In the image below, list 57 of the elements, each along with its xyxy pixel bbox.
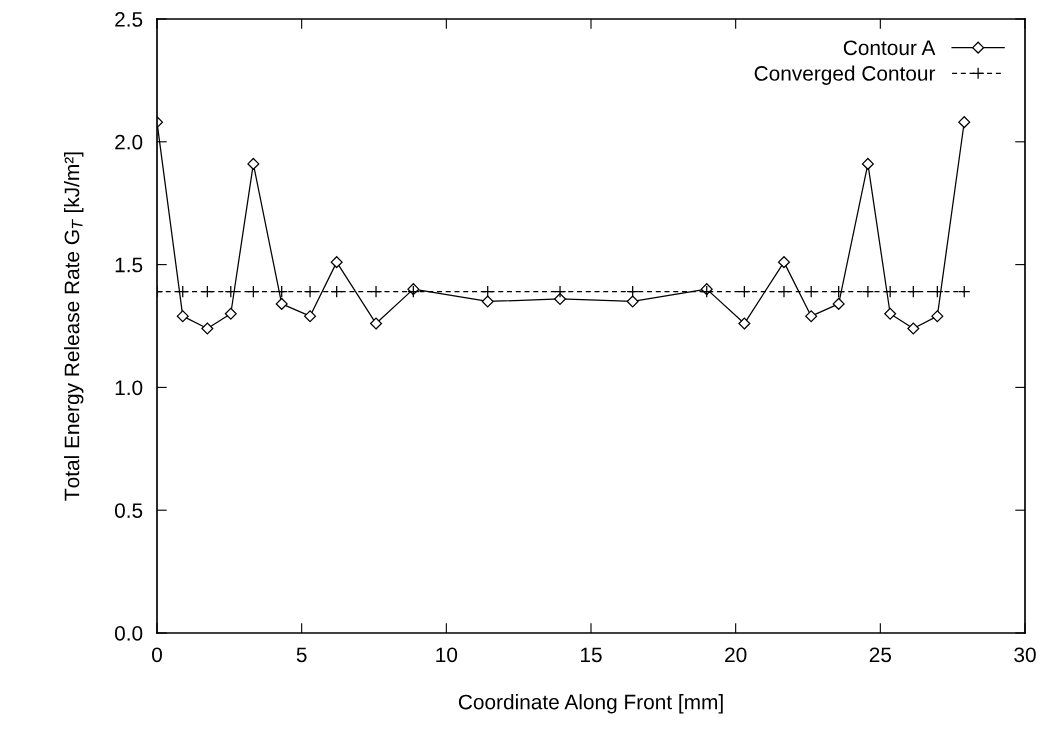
x-axis-title: Coordinate Along Front [mm] [458, 694, 723, 714]
y-tick-label: 1.0 [115, 380, 143, 396]
point [931, 285, 944, 298]
point [224, 307, 237, 320]
point [777, 285, 791, 298]
point [201, 285, 214, 298]
point [481, 295, 494, 308]
point [626, 295, 639, 308]
point [958, 116, 971, 129]
point [738, 317, 751, 330]
point [247, 157, 260, 170]
point [883, 285, 897, 298]
point [369, 285, 383, 298]
point [832, 297, 845, 310]
point [958, 285, 971, 298]
point [176, 285, 189, 298]
point [303, 285, 317, 298]
point [907, 285, 920, 298]
x-tick-label: 15 [581, 647, 602, 663]
legend-label: Contour A [843, 40, 936, 56]
y-axis-title: Total Energy Release Rate G$_{T}$ [kJ/m²] [64, 152, 84, 501]
y-tick-label: 2.5 [115, 12, 143, 27]
point [931, 310, 944, 323]
point [369, 317, 383, 330]
x-tick-label: 5 [296, 647, 307, 663]
x-tick-label: 30 [1014, 647, 1036, 663]
y-tick-label: 2.0 [115, 134, 143, 150]
point [275, 285, 288, 298]
point [330, 256, 343, 269]
point [554, 292, 567, 306]
x-tick-label: 0 [152, 647, 162, 663]
point [738, 285, 751, 298]
x-tick-label: 25 [869, 647, 892, 663]
point [832, 285, 845, 298]
point [626, 285, 639, 298]
point [861, 285, 875, 298]
point [805, 285, 818, 298]
point [247, 285, 260, 298]
x-tick-label: 10 [436, 647, 458, 663]
y-tick-label: 0.5 [114, 503, 143, 518]
point [481, 285, 494, 298]
legend-label: Converged Contour [754, 65, 936, 85]
point [275, 297, 288, 310]
point [805, 310, 818, 323]
x-tick-label: 20 [725, 647, 747, 663]
point [304, 310, 317, 323]
point [176, 310, 189, 323]
y-tick-label: 0.0 [114, 626, 143, 641]
point [907, 322, 920, 335]
y-tick-label: 1.5 [115, 257, 143, 273]
point [884, 307, 897, 320]
point [553, 285, 567, 298]
point [201, 322, 214, 335]
point [861, 157, 874, 170]
point [224, 285, 237, 298]
point [777, 256, 791, 269]
point [330, 285, 343, 298]
